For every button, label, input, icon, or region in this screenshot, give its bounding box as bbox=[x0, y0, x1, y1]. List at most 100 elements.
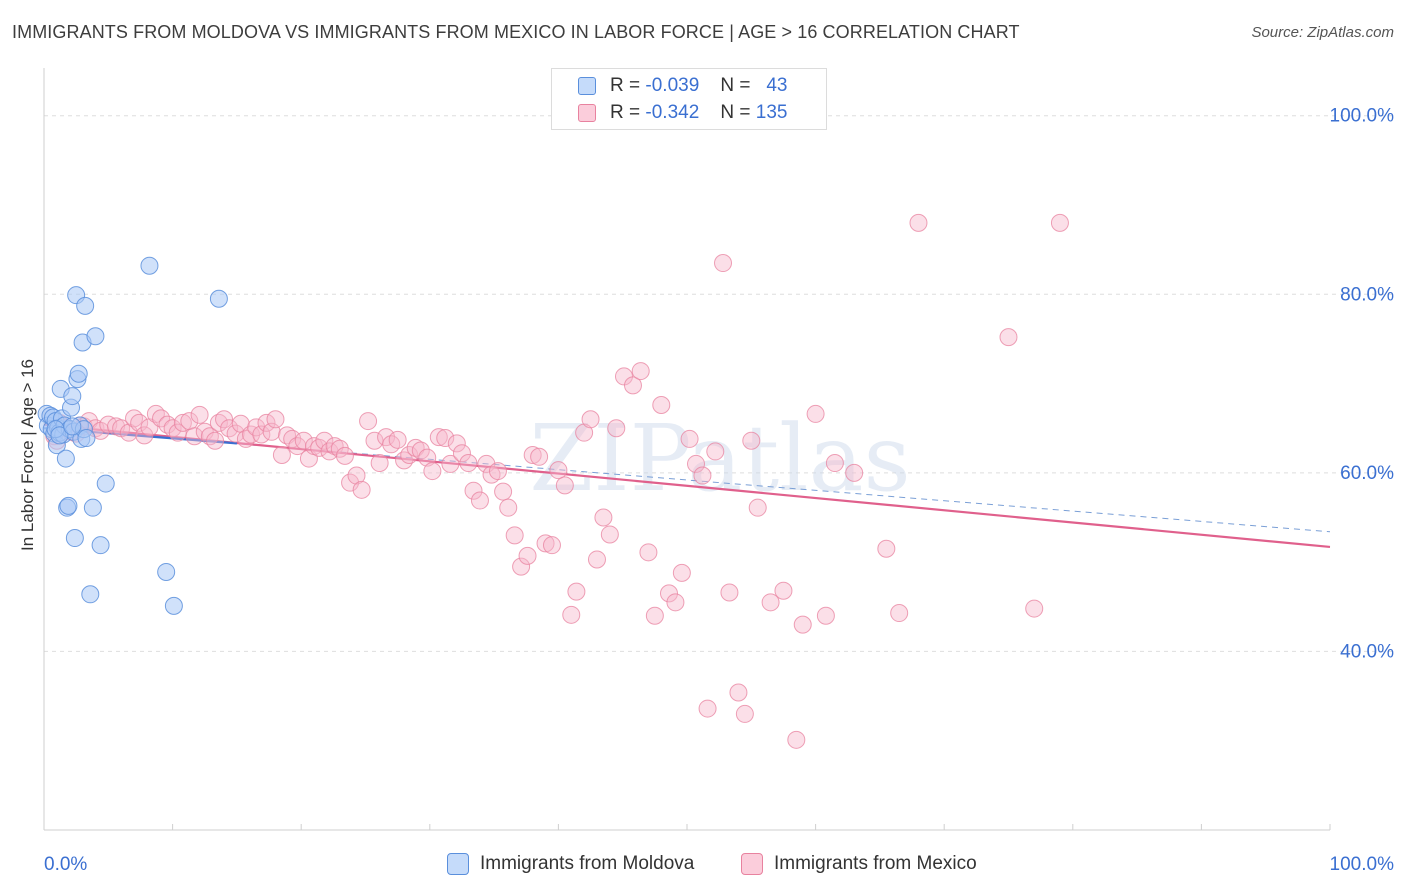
mexico-point bbox=[499, 498, 518, 517]
axes bbox=[43, 68, 1331, 831]
mexico-point bbox=[352, 480, 371, 499]
moldova-point bbox=[209, 289, 228, 308]
mexico-point bbox=[659, 584, 678, 603]
y-tick-label: 100.0% bbox=[1330, 106, 1395, 127]
moldova-point bbox=[164, 596, 183, 615]
moldova-point bbox=[96, 474, 115, 493]
mexico-point bbox=[742, 431, 761, 450]
mexico-point bbox=[562, 605, 581, 624]
mexico-point bbox=[672, 563, 691, 582]
moldova-point bbox=[86, 327, 105, 346]
data-points bbox=[37, 213, 1069, 749]
moldova-point bbox=[91, 536, 110, 555]
mexico-point bbox=[185, 427, 204, 446]
mexico-point bbox=[631, 362, 650, 381]
mexico-point bbox=[530, 447, 549, 466]
mexico-point bbox=[436, 429, 455, 448]
mexico-point bbox=[257, 413, 276, 432]
mexico-point bbox=[226, 424, 245, 443]
mexico-point bbox=[536, 534, 555, 553]
mexico-point bbox=[341, 473, 360, 492]
mexico-point bbox=[720, 583, 739, 602]
mexico-point bbox=[555, 476, 574, 495]
mexico-point bbox=[173, 413, 192, 432]
y-axis-label: In Labor Force | Age > 16 bbox=[18, 359, 37, 551]
mexico-point bbox=[594, 508, 613, 527]
moldova-point bbox=[157, 562, 176, 581]
mexico-point bbox=[666, 593, 685, 612]
mexico-point bbox=[774, 581, 793, 600]
mexico-point bbox=[335, 446, 354, 465]
chart-title: IMMIGRANTS FROM MOLDOVA VS IMMIGRANTS FR… bbox=[12, 22, 1020, 42]
mexico-point bbox=[1050, 213, 1069, 232]
mexico-point bbox=[209, 413, 228, 432]
mexico-point bbox=[698, 699, 717, 718]
mexico-point bbox=[518, 546, 537, 565]
bottom-legend-label-moldova: Immigrants from Moldova bbox=[480, 853, 695, 874]
mexico-point bbox=[687, 454, 706, 473]
x-tick-label-end: 100.0% bbox=[1330, 854, 1395, 875]
moldova-point bbox=[81, 585, 100, 604]
mexico-point bbox=[395, 451, 414, 470]
mexico-point bbox=[423, 462, 442, 481]
mexico-point bbox=[494, 482, 513, 501]
mexico-point bbox=[693, 466, 712, 485]
mexico-point bbox=[706, 442, 725, 461]
mexico-point bbox=[581, 410, 600, 429]
mexico-point bbox=[1025, 599, 1044, 618]
grid-lines bbox=[44, 115, 1394, 652]
mexico-point bbox=[748, 498, 767, 517]
mexico-point bbox=[825, 454, 844, 473]
mexico-point bbox=[877, 539, 896, 558]
mexico-point bbox=[787, 730, 806, 749]
mexico-point bbox=[429, 428, 448, 447]
legend-stats-mexico: R = -0.342 N = 135 bbox=[610, 102, 788, 123]
mexico-point bbox=[639, 543, 658, 562]
mexico-point bbox=[464, 481, 483, 500]
moldova-point bbox=[140, 256, 159, 275]
y-tick-label: 80.0% bbox=[1340, 284, 1394, 305]
mexico-point bbox=[406, 438, 425, 457]
bottom-legend-swatch-moldova bbox=[447, 853, 469, 875]
trend-line-mexico bbox=[43, 423, 1331, 549]
moldova-point bbox=[69, 364, 88, 383]
moldova-point bbox=[83, 498, 102, 517]
moldova-point bbox=[50, 426, 69, 445]
mexico-point bbox=[729, 683, 748, 702]
mexico-point bbox=[272, 446, 291, 464]
mexico-point bbox=[816, 606, 835, 625]
mexico-point bbox=[512, 557, 531, 576]
bottom-legend-label-mexico: Immigrants from Mexico bbox=[774, 853, 977, 874]
mexico-point bbox=[607, 419, 626, 438]
y-tick-label: 60.0% bbox=[1340, 463, 1394, 484]
mexico-point bbox=[845, 463, 864, 482]
mexico-point bbox=[441, 454, 460, 473]
mexico-point bbox=[999, 328, 1018, 347]
moldova-point bbox=[65, 529, 84, 548]
mexico-point bbox=[505, 526, 524, 545]
legend-swatch-moldova bbox=[578, 77, 596, 95]
y-tick-label: 40.0% bbox=[1340, 641, 1394, 662]
mexico-point bbox=[190, 405, 209, 424]
mexico-point bbox=[447, 434, 466, 453]
mexico-point bbox=[359, 412, 378, 431]
mexico-point bbox=[806, 404, 825, 423]
mexico-point bbox=[645, 606, 664, 625]
mexico-point bbox=[206, 431, 225, 450]
mexico-point bbox=[523, 446, 542, 464]
mexico-point bbox=[793, 615, 812, 634]
mexico-point bbox=[587, 550, 606, 569]
mexico-point bbox=[890, 604, 909, 623]
mexico-point bbox=[761, 593, 780, 612]
source-credit: Source: ZipAtlas.com bbox=[1251, 24, 1394, 41]
moldova-point bbox=[59, 496, 78, 515]
mexico-point bbox=[388, 430, 407, 449]
mexico-point bbox=[600, 525, 619, 544]
mexico-point bbox=[735, 704, 754, 723]
mexico-point bbox=[266, 410, 285, 429]
legend-stats-moldova: R = -0.039 N = 43 bbox=[610, 75, 788, 96]
mexico-point bbox=[252, 425, 271, 444]
moldova-point bbox=[76, 296, 95, 315]
mexico-point bbox=[452, 444, 471, 463]
x-tick-label-start: 0.0% bbox=[44, 854, 87, 875]
